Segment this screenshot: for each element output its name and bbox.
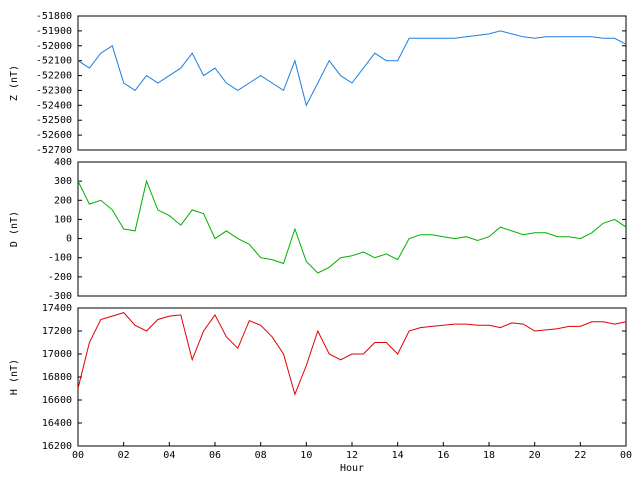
x-tick-label: 20 [529, 450, 541, 461]
y-axis-label: D (nT) [9, 211, 20, 247]
y-tick-label: -100 [48, 253, 72, 264]
x-tick-label: 14 [392, 450, 404, 461]
y-tick-label: 16400 [42, 418, 72, 429]
x-tick-label: 18 [483, 450, 495, 461]
y-tick-label: -52500 [36, 115, 72, 126]
y-tick-label: 16600 [42, 395, 72, 406]
y-tick-label: -52300 [36, 85, 72, 96]
y-tick-label: 100 [54, 214, 72, 225]
y-tick-label: 0 [66, 234, 72, 245]
x-tick-label: 08 [255, 450, 267, 461]
y-tick-label: 16200 [42, 441, 72, 452]
x-tick-label: 02 [118, 450, 130, 461]
y-tick-label: -52400 [36, 100, 72, 111]
x-tick-label: 00 [620, 450, 632, 461]
y-tick-label: 17400 [42, 303, 72, 314]
data-line [77, 30, 627, 107]
y-tick-label: -52000 [36, 41, 72, 52]
x-tick-label: 16 [437, 450, 449, 461]
x-tick-label: 12 [346, 450, 358, 461]
y-tick-label: -52100 [36, 56, 72, 67]
x-tick-label: 22 [574, 450, 586, 461]
x-tick-label: 06 [209, 450, 221, 461]
x-tick-label: 00 [72, 450, 84, 461]
data-line [77, 312, 627, 396]
x-tick-label: 04 [163, 450, 175, 461]
plot-frame [77, 15, 627, 151]
plot-frame [77, 161, 627, 297]
y-axis-label: Z (nT) [9, 65, 20, 101]
y-tick-label: 16800 [42, 372, 72, 383]
y-tick-label: 17000 [42, 349, 72, 360]
y-tick-label: -52600 [36, 130, 72, 141]
y-tick-label: -52700 [36, 145, 72, 156]
y-tick-label: -300 [48, 291, 72, 302]
y-tick-label: 300 [54, 176, 72, 187]
x-tick-label: 10 [300, 450, 312, 461]
data-line [77, 179, 627, 274]
y-tick-label: 200 [54, 195, 72, 206]
y-tick-label: -51900 [36, 26, 72, 37]
y-tick-label: 400 [54, 157, 72, 168]
plot-frame [77, 307, 627, 447]
y-tick-label: 17200 [42, 326, 72, 337]
y-tick-label: -51800 [36, 11, 72, 22]
x-axis-label: Hour [340, 463, 364, 474]
y-tick-label: -52200 [36, 71, 72, 82]
y-tick-label: -200 [48, 272, 72, 283]
y-axis-label: H (nT) [9, 359, 20, 395]
